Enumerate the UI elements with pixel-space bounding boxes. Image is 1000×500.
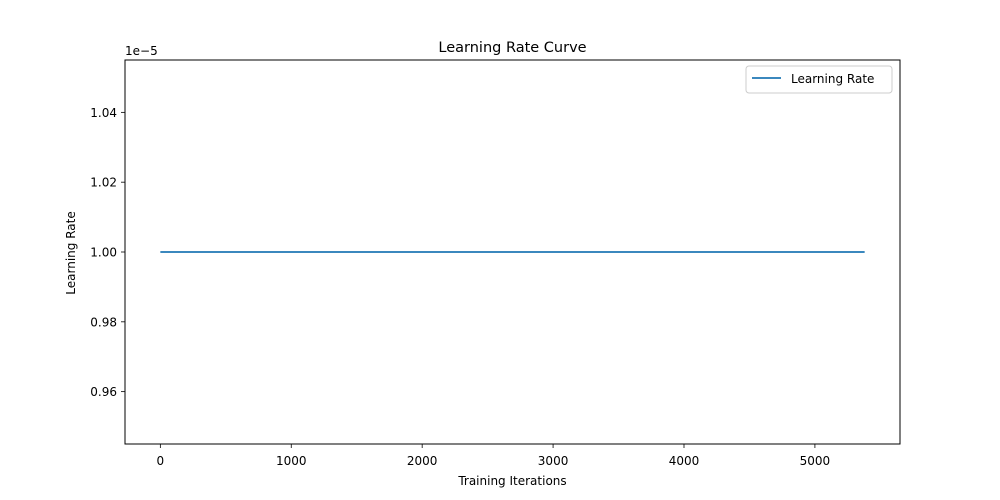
ticks-layer: 0 1000 2000 3000 4000 5000 0.96 0.98 1.00 1.02 1.0…	[90, 106, 830, 468]
y-tick-label: 1.02	[90, 176, 117, 190]
y-offset-label: 1e−5	[125, 44, 158, 58]
x-axis-label: Training Iterations	[457, 474, 566, 488]
y-tick-label: 1.00	[90, 246, 117, 260]
x-tick-label: 3000	[538, 454, 569, 468]
legend-box	[745, 65, 893, 94]
y-tick-label: 0.98	[90, 315, 117, 329]
y-axis-label: Learning Rate	[64, 211, 78, 294]
x-tick-label: 0	[157, 454, 165, 468]
x-tick-label: 4000	[669, 454, 700, 468]
x-tick-label: 1000	[276, 454, 307, 468]
y-tick-label: 1.04	[90, 106, 117, 120]
plot-frame	[124, 59, 901, 445]
y-tick-label: 0.96	[90, 385, 117, 399]
x-tick-label: 5000	[800, 454, 831, 468]
legend: Learning Rate	[745, 65, 893, 94]
x-tick-label: 2000	[407, 454, 438, 468]
chart-title: Learning Rate Curve	[438, 40, 586, 56]
legend-label-learning-rate: Learning Rate	[791, 72, 874, 86]
